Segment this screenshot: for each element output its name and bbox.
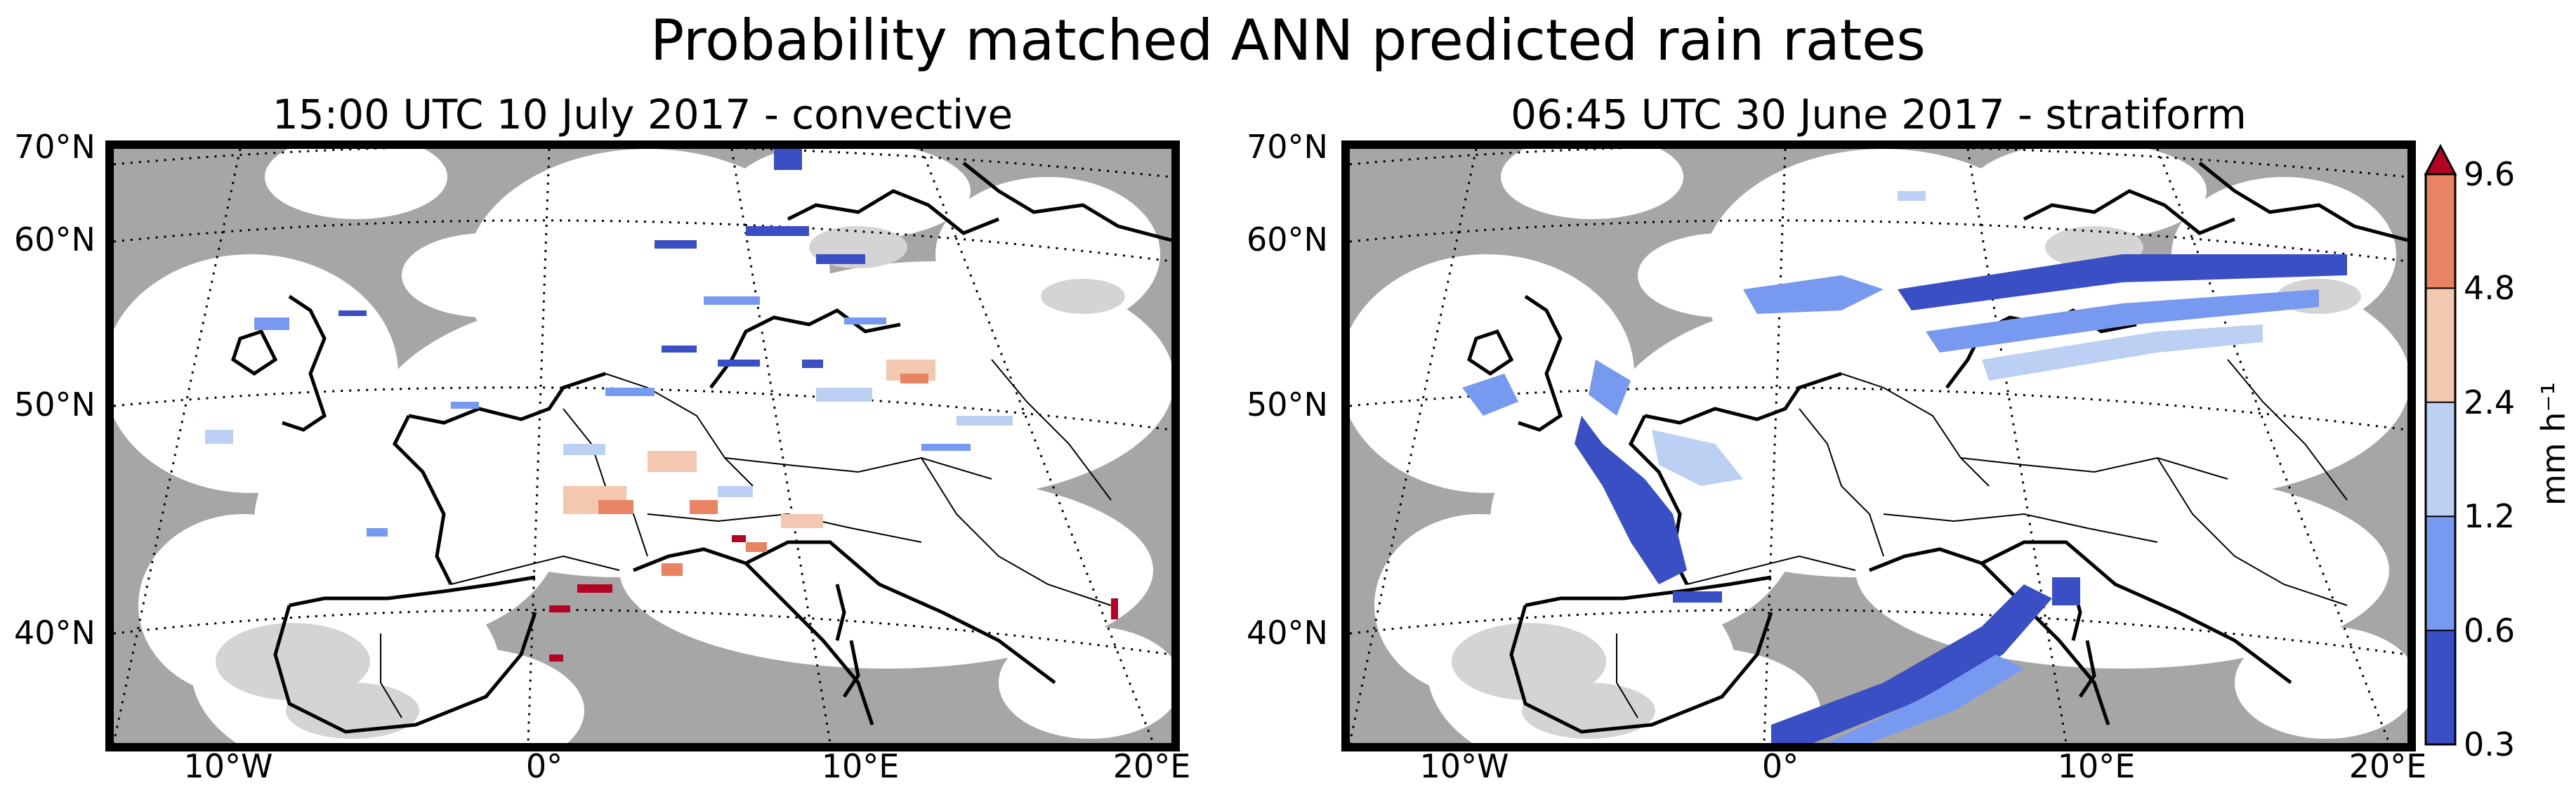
panel-1-clutter — [216, 226, 1125, 739]
panel-1-lat-label-60: 60°N — [14, 221, 96, 258]
colorbar-bin-2 — [2426, 402, 2455, 517]
panel-2-precipitation — [1462, 191, 2347, 743]
colorbar-extend-arrow — [2424, 143, 2457, 176]
colorbar-bin-3 — [2426, 288, 2455, 402]
panel-1-lon-label-10e: 10°E — [821, 747, 900, 785]
panel-1-map[interactable] — [105, 140, 1180, 751]
panel-1-precipitation — [205, 149, 1118, 662]
colorbar-bins — [2426, 174, 2455, 744]
panel-2-map[interactable] — [1341, 140, 2416, 751]
panel-1-graticule — [114, 149, 1171, 743]
panel-1-title: 15:00 UTC 10 July 2017 - convective — [272, 91, 1013, 138]
colorbar-bin-4 — [2426, 174, 2455, 289]
colorbar — [2424, 143, 2457, 746]
panel-1-lon-label-20e: 20°E — [1112, 747, 1191, 785]
panel-2-lon-label-0: 0° — [1761, 747, 1799, 785]
panel-1-lat-label-50: 50°N — [14, 386, 96, 423]
panel-2-title: 06:45 UTC 30 June 2017 - stratiform — [1511, 91, 2247, 138]
colorbar-frame — [2424, 173, 2457, 746]
panel-1-lon-label-10w: 10°W — [183, 747, 273, 785]
panel-2-lat-label-70: 70°N — [1247, 128, 1328, 166]
panel-2-lat-label-40: 40°N — [1247, 614, 1328, 652]
panel-1-lat-label-70: 70°N — [14, 128, 96, 166]
panel-2-lon-label-10w: 10°W — [1419, 747, 1509, 785]
colorbar-tick-1-2: 1.2 — [2464, 497, 2516, 535]
panel-2-lat-label-50: 50°N — [1247, 386, 1328, 423]
panel-2-lon-label-20e: 20°E — [2348, 747, 2427, 785]
colorbar-tick-9-6: 9.6 — [2464, 155, 2516, 193]
colorbar-bin-0 — [2426, 630, 2455, 744]
panel-2-graticule — [1350, 149, 2407, 743]
colorbar-tick-0-6: 0.6 — [2464, 612, 2516, 650]
panel-1-map-svg — [114, 149, 1171, 743]
panel-1-lat-label-40: 40°N — [14, 614, 96, 652]
colorbar-tick-4-8: 4.8 — [2464, 269, 2516, 307]
panel-1-lon-label-0: 0° — [525, 747, 563, 785]
figure-title: Probability matched ANN predicted rain r… — [650, 8, 1926, 73]
panel-2-borders — [1616, 359, 2348, 718]
panel-2-map-svg — [1350, 149, 2407, 743]
panel-2-lon-label-10e: 10°E — [2057, 747, 2136, 785]
panel-1-coastlines — [231, 162, 1171, 734]
colorbar-unit-label: mm h⁻¹ — [2535, 381, 2572, 506]
colorbar-bin-1 — [2426, 516, 2455, 631]
panel-2-lat-label-60: 60°N — [1247, 221, 1328, 258]
colorbar-tick-0-3: 0.3 — [2464, 725, 2516, 763]
colorbar-tick-2-4: 2.4 — [2464, 383, 2516, 421]
